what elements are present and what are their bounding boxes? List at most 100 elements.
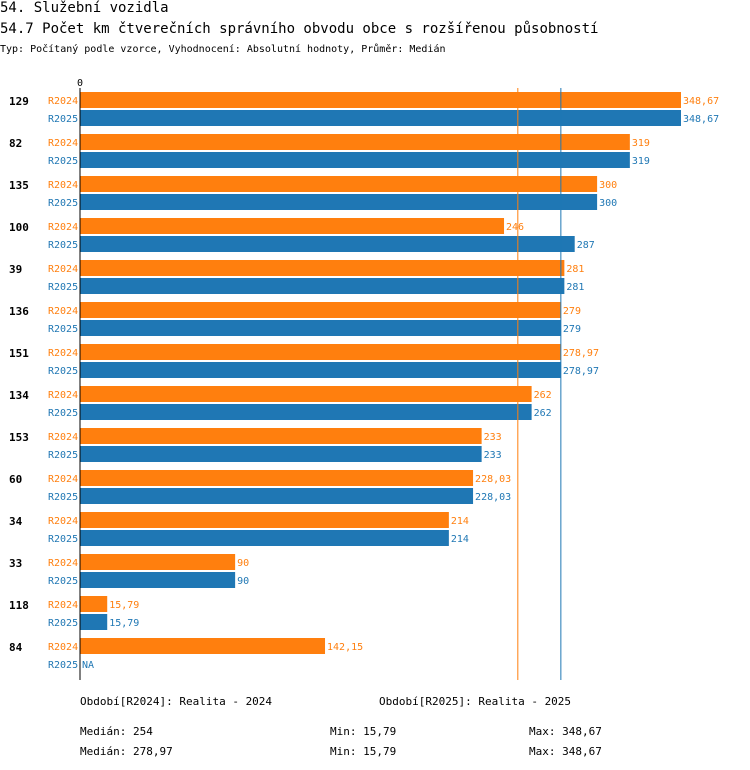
chart-title: 54.7 Počet km čtverečních správního obvo… [0,21,599,37]
data-label: 90 [237,558,249,569]
series-label: R2024 [48,138,78,149]
data-label: 228,03 [475,474,511,485]
data-label: 15,79 [109,600,139,611]
data-label: 278,97 [563,348,599,359]
bar-chart: 0 129 R2024 348,67 R2025 348,67 82 R2024 319 R202… [9,78,719,680]
bar [80,110,681,126]
bar [80,470,474,486]
stat-r2024-max: Max: 348,67 [529,725,602,738]
series-label: R2025 [48,324,78,335]
category-label: 84 [9,641,23,654]
bar [80,260,565,276]
series-label: R2024 [48,306,78,317]
data-label: 233 [484,432,502,443]
series-label: R2024 [48,642,78,653]
category-label: 129 [9,95,29,108]
category-label: 60 [9,473,22,486]
bar [80,134,630,150]
bar [80,302,561,318]
category-label: 34 [9,515,23,528]
data-label: 281 [566,264,584,275]
bar [80,614,108,630]
series-label: R2024 [48,96,78,107]
series-label: R2025 [48,240,78,251]
stat-r2024-median: Medián: 254 [80,725,153,738]
data-label: NA [82,660,94,671]
data-label: 348,67 [683,114,719,125]
data-label: 90 [237,576,249,587]
series-label: R2025 [48,450,78,461]
series-label: R2024 [48,516,78,527]
data-label: 279 [563,324,581,335]
data-label: 319 [632,138,650,149]
series-label: R2025 [48,114,78,125]
category-label: 136 [9,305,29,318]
series-label: R2024 [48,474,78,485]
bar [80,572,236,588]
data-label: 300 [599,198,617,209]
data-label: 246 [506,222,524,233]
bar [80,344,561,360]
bar [80,428,482,444]
bar [80,386,532,402]
legend-r2024: Období[R2024]: Realita - 2024 [80,695,273,708]
bar [80,236,575,252]
series-label: R2024 [48,348,78,359]
bar [80,404,532,420]
bar [80,278,565,294]
data-label: 15,79 [109,618,139,629]
data-label: 262 [534,390,552,401]
series-label: R2025 [48,492,78,503]
data-label: 262 [534,408,552,419]
series-label: R2025 [48,576,78,587]
category-label: 134 [9,389,29,402]
series-label: R2024 [48,600,78,611]
series-label: R2025 [48,534,78,545]
series-label: R2024 [48,432,78,443]
bar [80,152,630,168]
bar [80,446,482,462]
data-label: 300 [599,180,617,191]
series-label: R2025 [48,198,78,209]
category-label: 135 [9,179,29,192]
bar [80,488,474,504]
data-label: 142,15 [327,642,363,653]
category-label: 153 [9,431,29,444]
bar [80,92,681,108]
stat-r2025-max: Max: 348,67 [529,745,602,758]
bar [80,194,598,210]
bar [80,176,598,192]
stat-r2025-min: Min: 15,79 [330,745,397,758]
series-label: R2024 [48,390,78,401]
series-label: R2025 [48,282,78,293]
bar [80,320,561,336]
data-label: 278,97 [563,366,599,377]
category-label: 39 [9,263,22,276]
series-label: R2024 [48,222,78,233]
category-label: 118 [9,599,29,612]
category-label: 100 [9,221,29,234]
data-label: 214 [451,516,469,527]
section-title: 54. Služební vozidla [0,0,169,16]
series-label: R2025 [48,660,78,671]
series-label: R2025 [48,156,78,167]
series-label: R2025 [48,408,78,419]
data-label: 287 [577,240,595,251]
data-label: 281 [566,282,584,293]
stat-r2024-min: Min: 15,79 [330,725,397,738]
bar [80,596,108,612]
bar [80,512,449,528]
bar [80,554,236,570]
series-label: R2024 [48,558,78,569]
data-label: 214 [451,534,469,545]
category-label: 82 [9,137,22,150]
data-label: 233 [484,450,502,461]
data-label: 228,03 [475,492,511,503]
bar [80,638,326,654]
data-label: 319 [632,156,650,167]
axis-zero-label: 0 [77,78,83,89]
series-label: R2025 [48,366,78,377]
data-label: 348,67 [683,96,719,107]
bar [80,362,561,378]
data-label: 279 [563,306,581,317]
